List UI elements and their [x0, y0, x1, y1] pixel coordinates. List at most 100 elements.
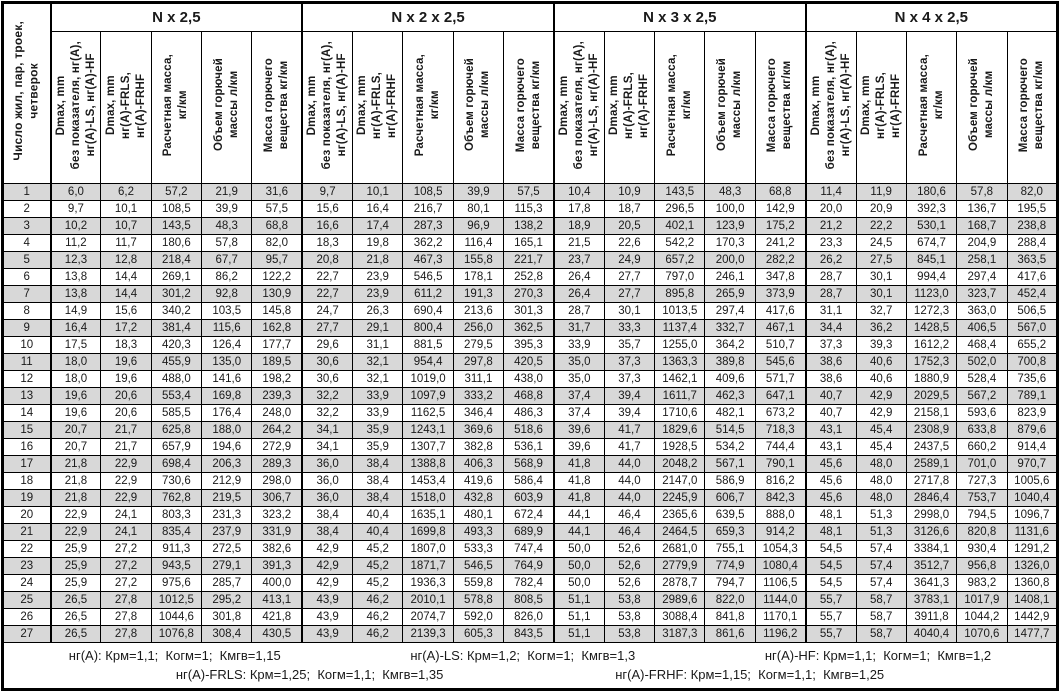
coeff-ng-a-ls: нг(А)-LS: Крм=1,2; Когм=1; Кмгв=1,3	[410, 647, 636, 663]
table-row: 7 13,8 14,4 301,2 92,8 130,9 22,7 23,9 611,2 191,…	[2, 285, 1059, 303]
cell: 323,7	[956, 285, 1008, 303]
cell: 3126,6	[905, 523, 958, 541]
cell: 1360,8	[1006, 574, 1059, 592]
row-number: 4	[2, 234, 51, 252]
column-header-label: Dmax, mm нг(А)-FRLS, нг(А)-FRHF	[104, 71, 147, 139]
cell: 1928,5	[654, 438, 706, 456]
cell: 38,6	[804, 370, 857, 388]
cell: 22,6	[603, 234, 656, 252]
cell: 1144,0	[754, 591, 807, 609]
cell: 27,5	[855, 251, 907, 269]
cell: 38,6	[804, 353, 857, 371]
cell: 165,1	[503, 234, 555, 252]
cell: 657,2	[654, 251, 706, 269]
cell: 37,3	[804, 336, 857, 354]
cell: 406,5	[956, 319, 1008, 337]
cell: 221,7	[503, 251, 555, 269]
cell: 40,6	[855, 370, 907, 388]
cell: 46,2	[352, 591, 404, 609]
cell: 42,9	[301, 557, 354, 575]
row-number: 21	[2, 523, 51, 541]
cell: 420,5	[503, 353, 555, 371]
cell: 40,4	[352, 506, 404, 524]
cell: 26,5	[49, 591, 102, 609]
cell: 82,0	[251, 234, 303, 252]
cell: 2878,7	[654, 574, 706, 592]
cell: 455,9	[150, 353, 203, 371]
cell: 130,9	[251, 285, 303, 303]
cell: 545,6	[754, 353, 807, 371]
table-row: 26 26,5 27,8 1044,6 301,8 421,8 43,9 46,2 2074,7…	[2, 608, 1059, 626]
cell: 452,4	[1006, 285, 1059, 303]
row-number: 11	[2, 353, 51, 371]
cell: 45,6	[804, 472, 857, 490]
cell: 306,7	[251, 489, 303, 507]
column-header-label: Dmax, mm без показателя, нг(А), нг(А)-LS…	[557, 40, 600, 170]
cell: 493,3	[452, 523, 505, 541]
cell: 1699,8	[402, 523, 454, 541]
cell: 21,7	[100, 438, 152, 456]
cell: 1477,7	[1006, 625, 1059, 643]
cell: 55,7	[804, 608, 857, 626]
column-header: Расчетная масса, кг/км	[905, 31, 958, 184]
cell: 1442,9	[1006, 608, 1059, 626]
cell: 34,1	[301, 438, 354, 456]
cell: 983,2	[956, 574, 1008, 592]
cell: 27,8	[100, 608, 152, 626]
cell: 15,6	[100, 302, 152, 320]
cell: 31,7	[552, 319, 605, 337]
cell: 845,1	[905, 251, 958, 269]
cell: 20,9	[855, 200, 907, 218]
cell: 32,2	[301, 387, 354, 405]
cell: 55,7	[804, 625, 857, 643]
cell: 21,2	[804, 217, 857, 235]
cell: 1012,5	[150, 591, 203, 609]
cell: 10,4	[552, 183, 605, 201]
cell: 698,4	[150, 455, 203, 473]
cell: 2158,1	[905, 404, 958, 422]
cell: 52,6	[603, 540, 656, 558]
cell: 673,2	[754, 404, 807, 422]
cell: 462,3	[704, 387, 756, 405]
cell: 14,9	[49, 302, 102, 320]
cell: 41,7	[603, 421, 656, 439]
column-header: Объем горючей массы л/км	[452, 31, 505, 184]
column-header: Расчетная масса, кг/км	[150, 31, 203, 184]
column-header: Dmax, mm нг(А)-FRLS, нг(А)-FRHF	[352, 31, 404, 184]
cell: 175,2	[754, 217, 807, 235]
cell: 19,6	[100, 370, 152, 388]
cell: 774,9	[704, 557, 756, 575]
cell: 421,8	[251, 608, 303, 626]
cell: 567,2	[956, 387, 1008, 405]
column-header-label: Масса горючего вещества кг/км	[262, 57, 290, 153]
cell: 346,4	[452, 404, 505, 422]
cell: 1005,6	[1006, 472, 1059, 490]
cell: 19,6	[49, 387, 102, 405]
column-header: Масса горючего вещества кг/км	[251, 31, 303, 184]
cell: 180,6	[150, 234, 203, 252]
row-number: 7	[2, 285, 51, 303]
cell: 340,2	[150, 302, 203, 320]
table-row: 6 13,8 14,4 269,1 86,2 122,2 22,7 23,9 546,5 178,…	[2, 268, 1059, 286]
cell: 44,0	[603, 455, 656, 473]
cell: 21,5	[552, 234, 605, 252]
cell: 660,2	[956, 438, 1008, 456]
cell: 37,4	[552, 387, 605, 405]
cell: 11,2	[49, 234, 102, 252]
column-header-row: Dmax, mm без показателя, нг(А), нг(А)-LS…	[3, 31, 1059, 184]
cell: 30,6	[301, 370, 354, 388]
column-header: Расчетная масса, кг/км	[402, 31, 454, 184]
cell: 51,1	[552, 608, 605, 626]
cell: 29,6	[301, 336, 354, 354]
cell: 18,9	[552, 217, 605, 235]
table-row: 11 18,0 19,6 455,9 135,0 189,5 30,6 32,1 954,4 29…	[2, 353, 1059, 371]
cell: 258,1	[956, 251, 1008, 269]
cell: 956,8	[956, 557, 1008, 575]
column-header: Масса горючего вещества кг/км	[503, 31, 555, 184]
cell: 420,3	[150, 336, 203, 354]
cell: 820,8	[956, 523, 1008, 541]
column-header-label: Расчетная масса, кг/км	[665, 53, 693, 157]
cell: 301,8	[201, 608, 253, 626]
cell: 219,5	[201, 489, 253, 507]
table-row: 18 21,8 22,9 730,6 212,9 298,0 36,0 38,4 1453,4 4…	[2, 472, 1059, 490]
